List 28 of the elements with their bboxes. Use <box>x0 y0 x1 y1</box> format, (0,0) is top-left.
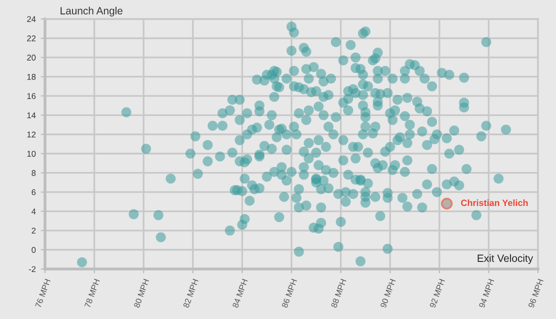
y-tick-label: 14 <box>27 112 36 118</box>
y-axis-title: Launch Angle <box>60 6 122 16</box>
y-tick-label: 22 <box>27 35 36 42</box>
y-tick-label: 24 <box>27 16 36 22</box>
x-tick-label: 80 MPH <box>134 278 150 308</box>
y-tick-label: 18 <box>27 74 36 80</box>
y-tick-label: 4 <box>32 208 36 214</box>
y-tick-label: 8 <box>32 170 36 176</box>
x-axis-title: Exit Velocity <box>478 254 534 264</box>
y-tick-label: 20 <box>27 54 36 61</box>
x-tick-label: 90 MPH <box>380 278 396 308</box>
y-tick-label: 16 <box>27 93 36 100</box>
y-tick-label: 6 <box>32 189 36 196</box>
y-tick-label: 2 <box>32 228 36 234</box>
x-tick-label: 78 MPH <box>84 278 100 308</box>
x-tick-label: 88 MPH <box>330 278 346 308</box>
y-tick-label: 0 <box>32 246 36 253</box>
annotation: Christian Yelich <box>461 199 528 206</box>
y-tick-label: -2 <box>28 266 36 272</box>
x-tick-label: 82 MPH <box>182 278 198 308</box>
x-tick-label: 84 MPH <box>232 278 248 308</box>
x-tick-label: 76 MPH <box>35 278 51 308</box>
x-tick-label: 96 MPH <box>528 278 544 308</box>
x-tick-label: 92 MPH <box>429 278 445 308</box>
y-tick-label: 12 <box>27 132 36 138</box>
y-tick-label: 10 <box>27 150 36 157</box>
x-tick-label: 86 MPH <box>282 278 298 308</box>
x-tick-label: 94 MPH <box>478 278 494 308</box>
